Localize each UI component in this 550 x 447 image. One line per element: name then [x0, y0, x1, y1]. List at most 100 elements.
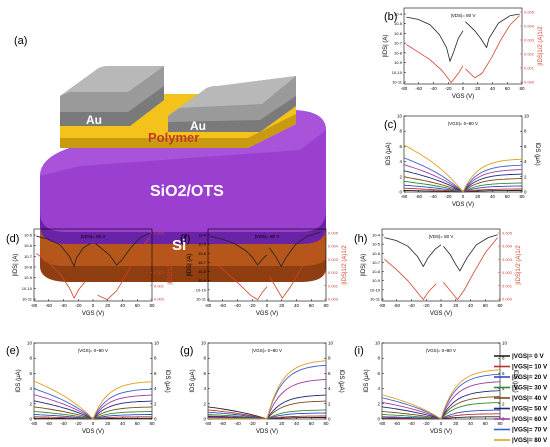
output-curve-right — [92, 414, 152, 420]
y-tick-label: 10 — [375, 341, 381, 346]
output-curve-right — [266, 417, 326, 420]
output-curve-right — [92, 388, 153, 420]
y2-tick-label: 0.002 — [502, 270, 513, 275]
output-curve-right — [440, 390, 501, 420]
x-tick-label: 20 — [279, 421, 285, 426]
x-tick-label: 60 — [483, 303, 489, 308]
y-tick-label: 10-4 — [198, 233, 207, 238]
y2-axis-label: IDS (μA) — [512, 369, 518, 392]
panel-h: -80 -60 -40 -20 0 20 40 60 80 VGS (V) |VDS|= 80 V 1… — [361, 228, 522, 317]
y2-tick-label: 0.004 — [524, 24, 535, 29]
annotation: |VGS|= 0~80 V — [448, 121, 478, 126]
substrate-label: Si — [172, 237, 186, 254]
x-tick-label: -20 — [75, 303, 82, 308]
output-curve-right — [462, 178, 522, 193]
output-curve-left — [33, 413, 94, 420]
x-tick-label: 0 — [440, 421, 443, 426]
x-tick-label: -20 — [423, 421, 430, 426]
output-curve-right — [92, 394, 153, 420]
y2-tick-label: 8 — [502, 356, 505, 361]
output-curve-right — [462, 169, 523, 193]
x-tick-label: -60 — [45, 421, 52, 426]
output-curve-right — [266, 409, 327, 420]
y2-axis-label: IDS (μA) — [534, 142, 540, 165]
output-curve-left — [381, 410, 442, 420]
panel-d: -80 -60 -40 -20 0 20 40 60 80 VGS (V) |VDS|= 80 V 1… — [13, 228, 174, 317]
y2-tick-label: 0 — [328, 417, 331, 422]
x-tick-label: 0 — [92, 421, 95, 426]
x-tick-label: 60 — [483, 421, 489, 426]
output-curve-left — [33, 410, 94, 420]
x-tick-label: 80 — [497, 421, 503, 426]
legend-label: |VGS|= 20 V — [512, 374, 548, 381]
y-tick-label: 10-7 — [372, 260, 381, 265]
y-tick-label: 10-8 — [198, 269, 207, 274]
label-i: (i) — [354, 345, 364, 357]
x-tick-label: -80 — [401, 86, 408, 91]
y2-axis-label: |IDS|1/2 (A)1/2 — [538, 26, 544, 66]
x-axis-label: VDS (V) — [256, 429, 278, 435]
output-curve-right — [92, 417, 152, 420]
sqrt-ids-curve — [465, 15, 520, 79]
y-tick-label: 10 — [397, 114, 403, 119]
polymer-label: Polymer — [148, 130, 199, 145]
output-curve-right — [266, 360, 327, 420]
y-tick-label: 10-11 — [22, 297, 33, 302]
output-curve-left — [207, 409, 268, 420]
output-curve-right — [440, 416, 500, 420]
y2-tick-label: 0.000 — [154, 297, 165, 302]
x-tick-label: 20 — [279, 303, 285, 308]
output-curve-left — [403, 144, 464, 193]
panel-b: -80 -60 -40 -20 0 20 40 60 80 VGS (V) |VDS|= 80 V 1… — [383, 7, 544, 100]
plot-frame — [403, 115, 523, 193]
y-tick-label: 10-7 — [198, 260, 207, 265]
output-curve-left — [381, 413, 442, 420]
output-curve-left — [403, 180, 464, 193]
log-ids-curve — [384, 237, 442, 268]
legend-label: |VGS|= 50 V — [512, 406, 548, 413]
y2-tick-label: 8 — [524, 129, 527, 134]
output-curve-right — [440, 381, 501, 420]
y2-tick-label: 6 — [154, 371, 157, 376]
output-curve-right — [440, 413, 500, 420]
x-tick-label: 60 — [505, 194, 511, 199]
y-tick-label: 8 — [203, 356, 206, 361]
sqrt-ids-curve — [406, 44, 464, 84]
log-ids-curve — [465, 13, 520, 49]
y2-tick-label: 2 — [154, 401, 157, 406]
output-curve-right — [462, 164, 523, 193]
x-tick-label: 40 — [120, 303, 126, 308]
y2-tick-label: 10 — [154, 341, 160, 346]
label-g: (g) — [180, 345, 193, 357]
x-tick-label: 80 — [519, 194, 525, 199]
y-tick-label: 10-9 — [372, 278, 381, 283]
x-tick-label: 40 — [120, 421, 126, 426]
y-tick-label: 10-5 — [198, 242, 207, 247]
y2-axis-label: IDS (μA) — [338, 369, 344, 392]
y2-tick-label: 0.004 — [328, 244, 339, 249]
y-tick-label: 0 — [399, 190, 402, 195]
log-ids-curve — [406, 16, 464, 63]
x-tick-label: 80 — [149, 421, 155, 426]
x-tick-label: -60 — [393, 303, 400, 308]
y2-tick-label: 6 — [524, 144, 527, 149]
y-tick-label: 4 — [29, 386, 32, 391]
x-tick-label: 40 — [490, 194, 496, 199]
x-tick-label: 0 — [440, 303, 443, 308]
output-curve-left — [381, 406, 442, 420]
output-curve-left — [403, 164, 464, 193]
y-tick-label: 10-4 — [372, 233, 381, 238]
y2-tick-label: 4 — [328, 386, 331, 391]
x-tick-label: 60 — [505, 86, 511, 91]
annotation: |VDS|= 80 V — [451, 13, 476, 18]
y2-tick-label: 4 — [502, 386, 505, 391]
x-tick-label: -60 — [45, 303, 52, 308]
x-axis-label: VGS (V) — [430, 311, 452, 317]
y-tick-label: 10-6 — [394, 31, 403, 36]
output-curve-right — [440, 373, 501, 420]
y2-tick-label: 8 — [328, 356, 331, 361]
y-tick-label: 10-5 — [394, 21, 403, 26]
x-tick-label: 80 — [323, 421, 329, 426]
output-curve-right — [266, 364, 327, 420]
